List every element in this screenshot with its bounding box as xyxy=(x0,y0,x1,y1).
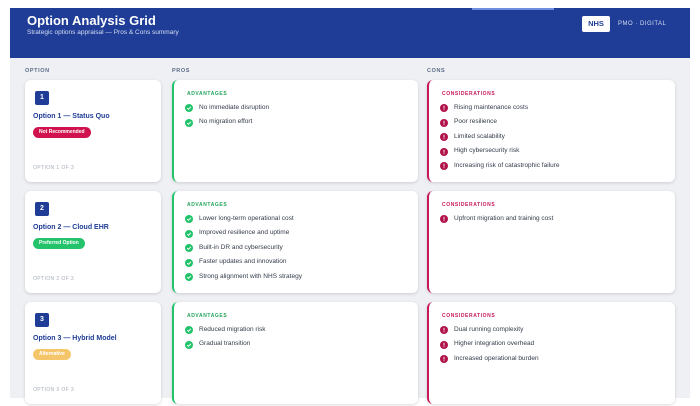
option-footer: OPTION 3 OF 3 xyxy=(33,387,75,393)
cons-heading: CONSIDERATIONS xyxy=(442,202,496,208)
pros-item: Improved resilience and uptime xyxy=(199,229,290,237)
column-header: PROS xyxy=(172,68,190,74)
alert-icon xyxy=(440,147,448,156)
cons-item: Limited scalability xyxy=(454,132,505,140)
option-number: 2 xyxy=(35,202,49,216)
app: Option Analysis Grid Strategic options a… xyxy=(10,8,690,404)
cons-heading: CONSIDERATIONS xyxy=(442,313,496,319)
cons-item: High cybersecurity risk xyxy=(454,147,520,155)
nhs-badge: NHS xyxy=(582,16,610,32)
alert-icon xyxy=(440,340,448,349)
pros-card: ADVANTAGES Lower long-term operational co… xyxy=(172,191,418,293)
pros-heading: ADVANTAGES xyxy=(187,91,228,97)
pros-item: Reduced migration risk xyxy=(199,325,266,333)
cons-item: Rising maintenance costs xyxy=(454,103,529,111)
option-footer: OPTION 1 OF 3 xyxy=(33,165,75,171)
alert-icon xyxy=(440,355,448,364)
check-icon xyxy=(185,340,193,349)
alert-icon xyxy=(440,326,448,334)
option-footer: OPTION 2 OF 3 xyxy=(33,276,75,282)
pros-item: Lower long-term operational cost xyxy=(199,214,294,222)
cons-card: CONSIDERATIONS Rising maintenance costs Po… xyxy=(427,80,675,182)
alert-icon xyxy=(440,104,448,112)
status-pill: Not Recommended xyxy=(33,127,91,138)
option-name: Option 2 — Cloud EHR xyxy=(33,224,109,231)
cons-card: CONSIDERATIONS Dual running complexity Hig… xyxy=(427,302,675,404)
alert-icon xyxy=(440,133,448,142)
option-name: Option 1 — Status Quo xyxy=(33,113,110,120)
cons-item: Dual running complexity xyxy=(454,325,524,333)
header: Option Analysis Grid Strategic options a… xyxy=(10,8,690,58)
pros-heading: ADVANTAGES xyxy=(187,313,228,319)
pros-item: Gradual transition xyxy=(199,340,251,348)
alert-icon xyxy=(440,215,448,223)
check-icon xyxy=(185,258,193,267)
column-header: OPTION xyxy=(25,68,50,74)
check-icon xyxy=(185,215,193,223)
pros-card: ADVANTAGES No immediate disruption No migr… xyxy=(172,80,418,182)
header-accent xyxy=(472,8,554,10)
cons-card: CONSIDERATIONS Upfront migration and trai… xyxy=(427,191,675,293)
alert-icon xyxy=(440,162,448,171)
option-name: Option 3 — Hybrid Model xyxy=(33,335,117,342)
status-pill: Alternative xyxy=(33,349,71,360)
check-icon xyxy=(185,104,193,112)
pros-item: Built-in DR and cybersecurity xyxy=(199,243,283,251)
subtitle: Strategic options appraisal — Pros & Con… xyxy=(27,29,179,36)
cons-item: Increasing risk of catastrophic failure xyxy=(454,161,560,169)
check-icon xyxy=(185,244,193,253)
option-number: 3 xyxy=(35,313,49,327)
check-icon xyxy=(185,118,193,127)
tag: PMO · DIGITAL xyxy=(618,21,667,27)
option-card: 3 Option 3 — Hybrid Model Alternative OPTIO… xyxy=(25,302,161,404)
pros-heading: ADVANTAGES xyxy=(187,202,228,208)
cons-item: Upfront migration and training cost xyxy=(454,214,554,222)
cons-heading: CONSIDERATIONS xyxy=(442,91,496,97)
check-icon xyxy=(185,229,193,238)
cons-item: Increased operational burden xyxy=(454,354,539,362)
check-icon xyxy=(185,326,193,334)
option-card: 1 Option 1 — Status Quo Not Recommended OPT… xyxy=(25,80,161,182)
title: Option Analysis Grid xyxy=(27,13,156,28)
status-pill: Preferred Option xyxy=(33,238,85,249)
alert-icon xyxy=(440,118,448,127)
option-card: 2 Option 2 — Cloud EHR Preferred Option OPT… xyxy=(25,191,161,293)
pros-card: ADVANTAGES Reduced migration risk Gradual … xyxy=(172,302,418,404)
cons-item: Poor resilience xyxy=(454,118,497,126)
option-number: 1 xyxy=(35,91,49,105)
pros-item: No immediate disruption xyxy=(199,103,270,111)
pros-item: Strong alignment with NHS strategy xyxy=(199,272,302,280)
pros-item: Faster updates and innovation xyxy=(199,258,287,266)
column-header: CONS xyxy=(427,68,446,74)
pros-item: No migration effort xyxy=(199,118,253,126)
cons-item: Higher integration overhead xyxy=(454,340,535,348)
check-icon xyxy=(185,273,193,282)
